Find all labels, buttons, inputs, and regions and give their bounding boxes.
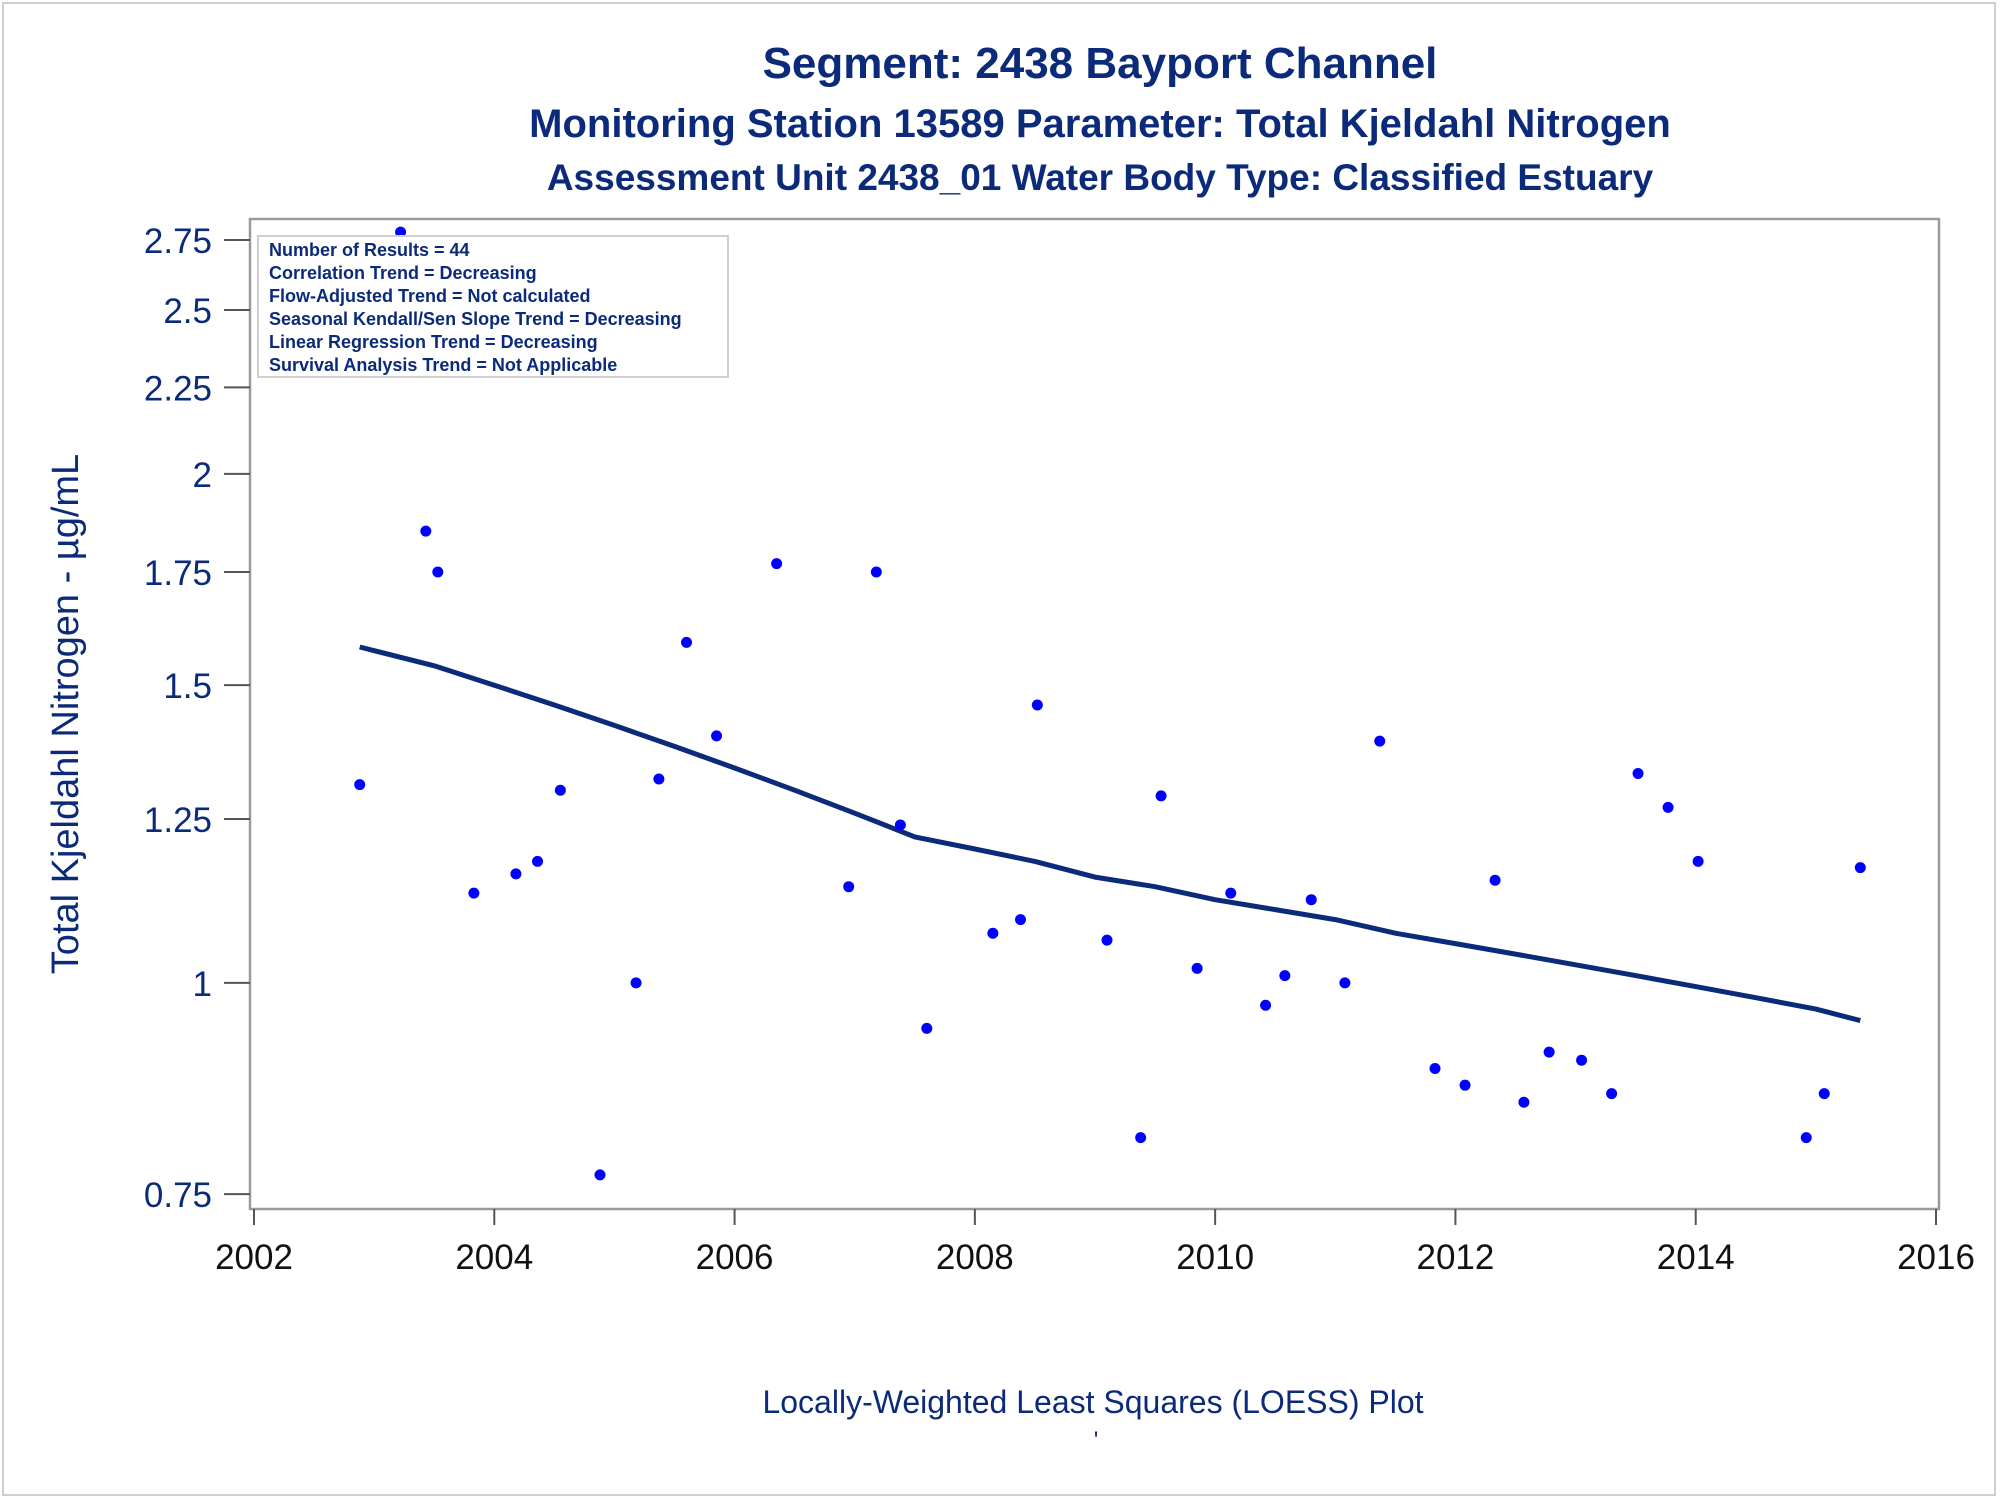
x-axis-label: Locally-Weighted Least Squares (LOESS) P…: [762, 1384, 1423, 1420]
x-tick-label: 2012: [1416, 1238, 1494, 1277]
data-point: [1854, 862, 1866, 874]
data-point: [894, 819, 906, 831]
y-tick-label: 2.5: [163, 292, 212, 331]
data-point: [1692, 855, 1704, 867]
chart-subtitle: Monitoring Station 13589 Parameter: Tota…: [529, 102, 1671, 146]
x-tick-label: 2010: [1176, 1238, 1254, 1277]
stats-line: Correlation Trend = Decreasing: [269, 263, 537, 283]
data-point: [1279, 970, 1291, 982]
data-point: [468, 887, 480, 899]
footnote-mark: ': [1094, 1427, 1099, 1454]
data-point: [1101, 934, 1113, 946]
stats-box: [257, 235, 729, 378]
y-axis: 0.75 1 1.25 1.5 1.75 2 2.25 2.5 2.75: [144, 222, 250, 1215]
data-point: [1662, 801, 1674, 813]
data-point: [420, 525, 432, 537]
data-point: [1031, 699, 1043, 711]
data-point: [1260, 999, 1272, 1011]
chart-subtitle-2: Assessment Unit 2438_01 Water Body Type:…: [547, 157, 1654, 198]
data-point: [1374, 735, 1386, 747]
stats-line: Linear Regression Trend = Decreasing: [269, 332, 598, 352]
data-point: [1459, 1079, 1471, 1091]
x-tick-label: 2016: [1897, 1238, 1975, 1277]
y-tick-label: 1.25: [144, 801, 212, 840]
data-point: [653, 773, 665, 785]
y-tick-label: 2.75: [144, 222, 212, 261]
data-point: [1800, 1132, 1812, 1144]
x-tick-label: 2002: [215, 1238, 293, 1277]
chart-title: Segment: 2438 Bayport Channel: [763, 39, 1438, 88]
x-tick-label: 2006: [696, 1238, 774, 1277]
data-point: [510, 868, 522, 880]
data-point: [554, 784, 566, 796]
data-point: [921, 1022, 933, 1034]
scatter-series: [354, 226, 1866, 1181]
data-point: [711, 730, 723, 742]
data-point: [1632, 767, 1644, 779]
data-point: [1305, 894, 1317, 906]
data-point: [1543, 1046, 1555, 1058]
stats-line: Seasonal Kendall/Sen Slope Trend = Decre…: [269, 309, 682, 329]
data-point: [1818, 1088, 1830, 1100]
y-tick-label: 1: [193, 965, 212, 1004]
data-point: [354, 779, 366, 791]
data-point: [681, 636, 693, 648]
data-point: [432, 566, 444, 578]
y-tick-label: 1.75: [144, 554, 212, 593]
x-tick-label: 2014: [1657, 1238, 1735, 1277]
data-point: [843, 881, 855, 893]
data-point: [594, 1169, 606, 1181]
loess-line: [359, 644, 1861, 1024]
data-point: [1489, 874, 1501, 886]
loess-series: [359, 644, 1861, 1024]
stats-line: Flow-Adjusted Trend = Not calculated: [269, 286, 591, 306]
y-axis-label: Total Kjeldahl Nitrogen - µg/mL: [45, 454, 87, 974]
x-tick-label: 2004: [455, 1238, 533, 1277]
y-tick-label: 2.25: [144, 369, 212, 408]
data-point: [1191, 962, 1203, 974]
stats-line: Survival Analysis Trend = Not Applicable: [269, 355, 617, 375]
data-point: [1155, 790, 1167, 802]
data-point: [870, 566, 882, 578]
data-point: [395, 226, 407, 238]
data-point: [1429, 1062, 1441, 1074]
stats-line: Number of Results = 44: [269, 240, 470, 260]
stats-box-lines: Number of Results = 44 Correlation Trend …: [269, 240, 682, 375]
data-point: [1135, 1132, 1147, 1144]
x-axis: 2002 2004 2006 2008 2010 2012 2014 2016: [215, 1209, 1975, 1277]
plot-area: [248, 217, 1941, 1211]
data-point: [1225, 887, 1237, 899]
x-tick-label: 2008: [936, 1238, 1014, 1277]
data-point: [1576, 1054, 1588, 1066]
data-point: [771, 558, 783, 570]
y-tick-label: 0.75: [144, 1176, 212, 1215]
data-point: [630, 977, 642, 989]
data-point: [987, 927, 999, 939]
data-point: [532, 855, 544, 867]
y-tick-label: 1.5: [163, 667, 212, 706]
data-point: [1518, 1096, 1530, 1108]
data-point: [1339, 977, 1351, 989]
data-point: [1606, 1088, 1618, 1100]
data-point: [1015, 914, 1027, 926]
y-tick-label: 2: [193, 456, 212, 495]
